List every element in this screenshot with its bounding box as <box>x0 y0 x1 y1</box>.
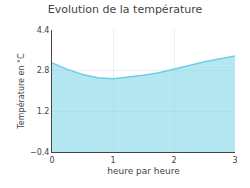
svg-text:Température en °C: Température en °C <box>16 53 26 130</box>
svg-text:heure par heure: heure par heure <box>107 166 180 176</box>
svg-text:1.2: 1.2 <box>37 107 50 116</box>
svg-text:4.4: 4.4 <box>37 26 50 35</box>
svg-text:3: 3 <box>232 156 237 165</box>
svg-text:−0.4: −0.4 <box>30 148 49 157</box>
svg-text:2: 2 <box>171 156 176 165</box>
svg-text:0: 0 <box>49 156 54 165</box>
svg-text:2.8: 2.8 <box>37 66 50 75</box>
svg-text:1: 1 <box>110 156 115 165</box>
svg-text:Evolution de la température: Evolution de la température <box>48 3 203 16</box>
